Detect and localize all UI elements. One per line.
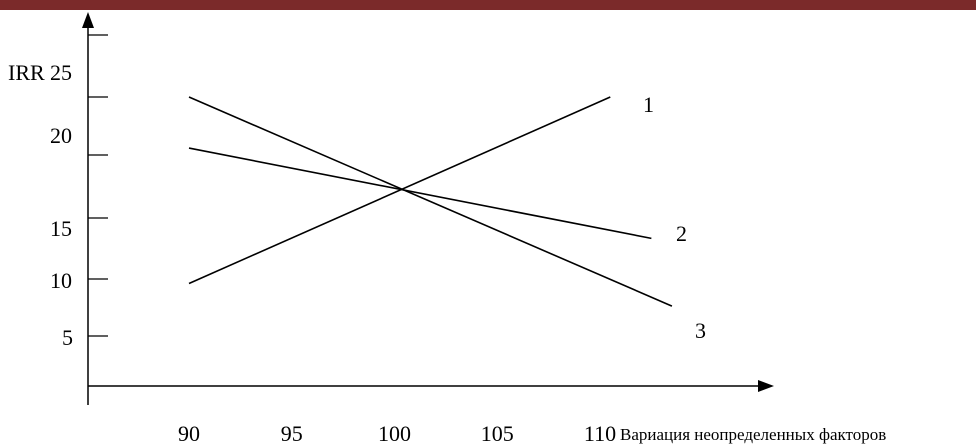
series-line-2 — [188, 147, 652, 240]
x-tick-label: 100 — [378, 421, 411, 446]
y-tick-label: 10 — [50, 268, 72, 293]
series-label-3: 3 — [695, 318, 706, 343]
y-tick-label: 25 — [50, 60, 72, 85]
x-axis-arrow — [758, 380, 774, 392]
y-tick-label: 5 — [62, 325, 73, 350]
y-axis-label: IRR — [8, 60, 45, 85]
y-axis-arrow — [82, 12, 94, 28]
series-line-1 — [188, 96, 611, 285]
x-tick-label: 105 — [481, 421, 514, 446]
series-label-2: 2 — [676, 221, 687, 246]
x-tick-label: 110 — [584, 421, 616, 446]
x-axis-label: Вариация неопределенных факторов — [620, 425, 886, 444]
series-label-1: 1 — [643, 92, 654, 117]
series-line-3 — [188, 96, 673, 307]
y-tick-label: 15 — [50, 216, 72, 241]
x-tick-label: 95 — [281, 421, 303, 446]
y-tick-label: 20 — [50, 123, 72, 148]
x-tick-label: 90 — [178, 421, 200, 446]
header-bar — [0, 0, 976, 10]
